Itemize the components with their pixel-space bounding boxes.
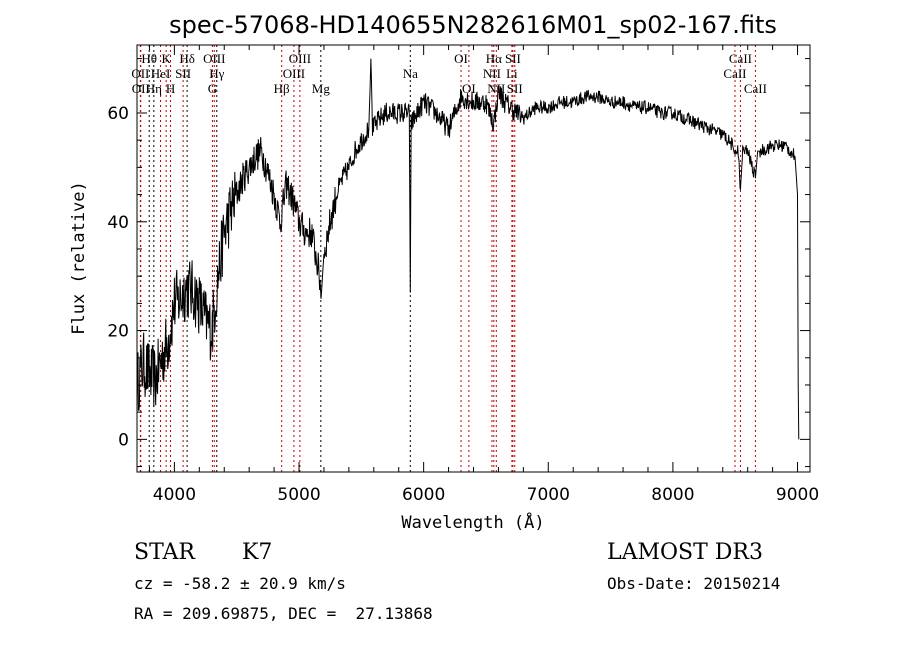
x-tick-label: 7000 — [527, 485, 570, 505]
x-axis-label: Wavelength (Å) — [401, 511, 544, 533]
ra-dec: RA = 209.69875, DEC = 27.13868 — [134, 604, 433, 623]
spectral-line-label: OII — [132, 81, 150, 96]
survey-name: LAMOST DR3 — [607, 540, 763, 565]
spectral-line-label: SII — [507, 81, 523, 96]
object-class: STAR — [134, 540, 195, 565]
spectral-line-label: NII — [483, 66, 501, 81]
spectral-line-label: OIII — [203, 51, 225, 66]
spectral-line-label: OIII — [283, 66, 305, 81]
x-tick-label: 8000 — [651, 485, 694, 505]
chart-title: spec-57068-HD140655N282616M01_sp02-167.f… — [169, 11, 777, 39]
spectrum-line — [136, 58, 800, 440]
spectral-line-label: Hη — [146, 81, 162, 96]
spectral-line-label: OI — [462, 81, 476, 96]
spectral-line-label: HeI — [151, 66, 171, 81]
obs-date: Obs-Date: 20150214 — [607, 574, 781, 593]
spectral-line-label: CaII — [729, 51, 752, 66]
spectral-line-label: CaII — [744, 81, 767, 96]
plot-frame — [136, 44, 811, 473]
spectral-line-label: G — [208, 81, 217, 96]
spectral-line-label: Hβ — [274, 81, 290, 96]
spectral-line-label: K — [161, 51, 171, 66]
spectral-line-label: SII — [505, 51, 521, 66]
spectral-line-label: Mg — [312, 81, 331, 96]
spectral-line-label: OIII — [289, 51, 311, 66]
spectral-line-label: OI — [454, 51, 468, 66]
spectral-line-label: Hγ — [209, 66, 224, 81]
y-tick-label: 40 — [107, 213, 129, 233]
x-tick-label: 5000 — [277, 485, 320, 505]
spectral-line-label: H — [166, 81, 175, 96]
x-tick-label: 4000 — [153, 485, 196, 505]
y-tick-label: 0 — [118, 430, 129, 450]
spectral-line-label: Li — [506, 66, 518, 81]
spectral-line-label: Hθ — [141, 51, 157, 66]
spectral-line-label: CaII — [723, 66, 746, 81]
x-tick-label: 9000 — [776, 485, 819, 505]
redshift-cz: cz = -58.2 ± 20.9 km/s — [134, 574, 346, 593]
object-subclass: K7 — [242, 540, 273, 565]
y-tick-label: 20 — [107, 322, 129, 342]
spectral-line-label: Hα — [486, 51, 502, 66]
y-tick-label: 60 — [107, 104, 129, 124]
spectral-line-label: SII — [175, 66, 191, 81]
x-tick-label: 6000 — [402, 485, 445, 505]
spectral-line-label: Hδ — [179, 51, 195, 66]
y-axis-label: Flux (relative) — [69, 181, 89, 335]
spectral-line-label: Na — [403, 66, 418, 81]
spectral-line-label: OII — [131, 66, 149, 81]
